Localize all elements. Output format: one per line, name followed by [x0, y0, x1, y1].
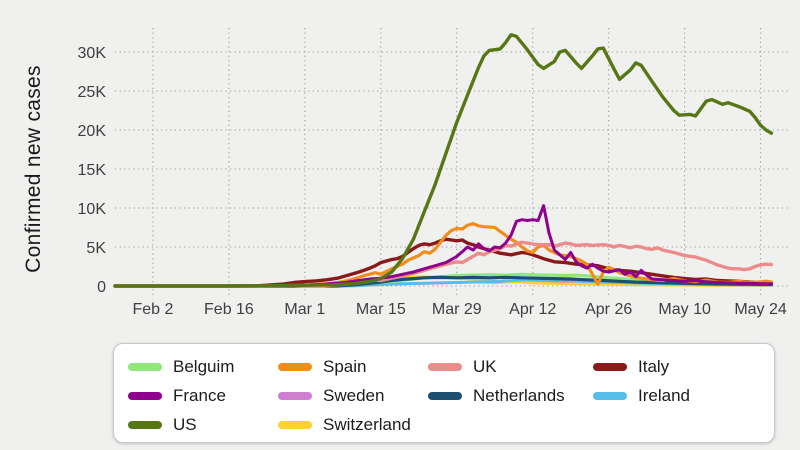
legend-swatch-icon [278, 391, 312, 400]
legend-label: France [173, 385, 226, 405]
line-chart: 0 5K 10K 15K 20K 25K 30K Feb 2 Feb 16 Mar 1 Mar 15… [22, 28, 788, 318]
legend-swatch-icon [593, 391, 627, 400]
legend-item-belguim: Belguim [128, 357, 278, 377]
x-tick-label: May 24 [734, 301, 787, 318]
grid-layer [115, 28, 788, 298]
legend-label: Ireland [638, 385, 690, 405]
x-tick-label: Feb 2 [133, 301, 174, 318]
y-tick-label: 0 [97, 279, 106, 296]
legend-swatch-icon [593, 362, 627, 371]
x-tick-label: May 10 [658, 301, 711, 318]
legend-item-italy: Italy [593, 357, 748, 377]
series-layer [113, 33, 774, 288]
series-line-france [113, 204, 773, 288]
series-line-us [113, 33, 774, 288]
legend-item-us: US [128, 415, 278, 435]
legend-item-spain: Spain [278, 357, 428, 377]
legend-item-ireland: Ireland [593, 386, 748, 406]
legend-swatch-icon [128, 420, 162, 429]
legend-item-france: France [128, 386, 278, 406]
legend-swatch-icon [278, 362, 312, 371]
x-tick-label: Mar 1 [284, 301, 325, 318]
legend-grid: Belguim Spain UK Italy France Sweden Netherlan… [128, 352, 760, 439]
legend-label: US [173, 414, 197, 434]
legend-label: Netherlands [473, 385, 565, 405]
legend-label: Sweden [323, 385, 385, 405]
series-line-netherlands [113, 275, 774, 288]
legend-label: UK [473, 356, 497, 376]
x-tick-label: Mar 29 [432, 301, 482, 318]
legend-item-uk: UK [428, 357, 593, 377]
y-tick-label: 30K [78, 45, 107, 62]
y-tick-label: 10K [78, 201, 107, 218]
legend-swatch-icon [428, 391, 462, 400]
legend-label: Spain [323, 356, 367, 376]
legend: Belguim Spain UK Italy France Sweden Netherlan… [113, 343, 775, 443]
y-tick-label: 15K [78, 162, 107, 179]
x-tick-label: Mar 15 [356, 301, 406, 318]
legend-label: Belguim [173, 356, 235, 376]
legend-swatch-icon [128, 362, 162, 371]
x-tick-label: Feb 16 [204, 301, 254, 318]
legend-label: Italy [638, 356, 670, 376]
legend-item-switzerland: Switzerland [278, 415, 428, 435]
x-tick-label: Apr 26 [585, 301, 632, 318]
legend-item-sweden: Sweden [278, 386, 428, 406]
y-tick-label: 5K [86, 240, 106, 257]
axis-layer: 0 5K 10K 15K 20K 25K 30K Feb 2 Feb 16 Mar 1 Mar 15… [78, 45, 787, 318]
legend-item-netherlands: Netherlands [428, 386, 593, 406]
legend-swatch-icon [428, 362, 462, 371]
legend-swatch-icon [278, 420, 312, 429]
y-axis-title: Confirmed new cases [22, 65, 45, 273]
y-tick-label: 25K [78, 84, 107, 101]
legend-label: Switzerland [323, 414, 411, 434]
y-tick-label: 20K [78, 123, 107, 140]
legend-swatch-icon [128, 391, 162, 400]
series-line-uk [113, 240, 774, 288]
x-tick-label: Apr 12 [509, 301, 556, 318]
